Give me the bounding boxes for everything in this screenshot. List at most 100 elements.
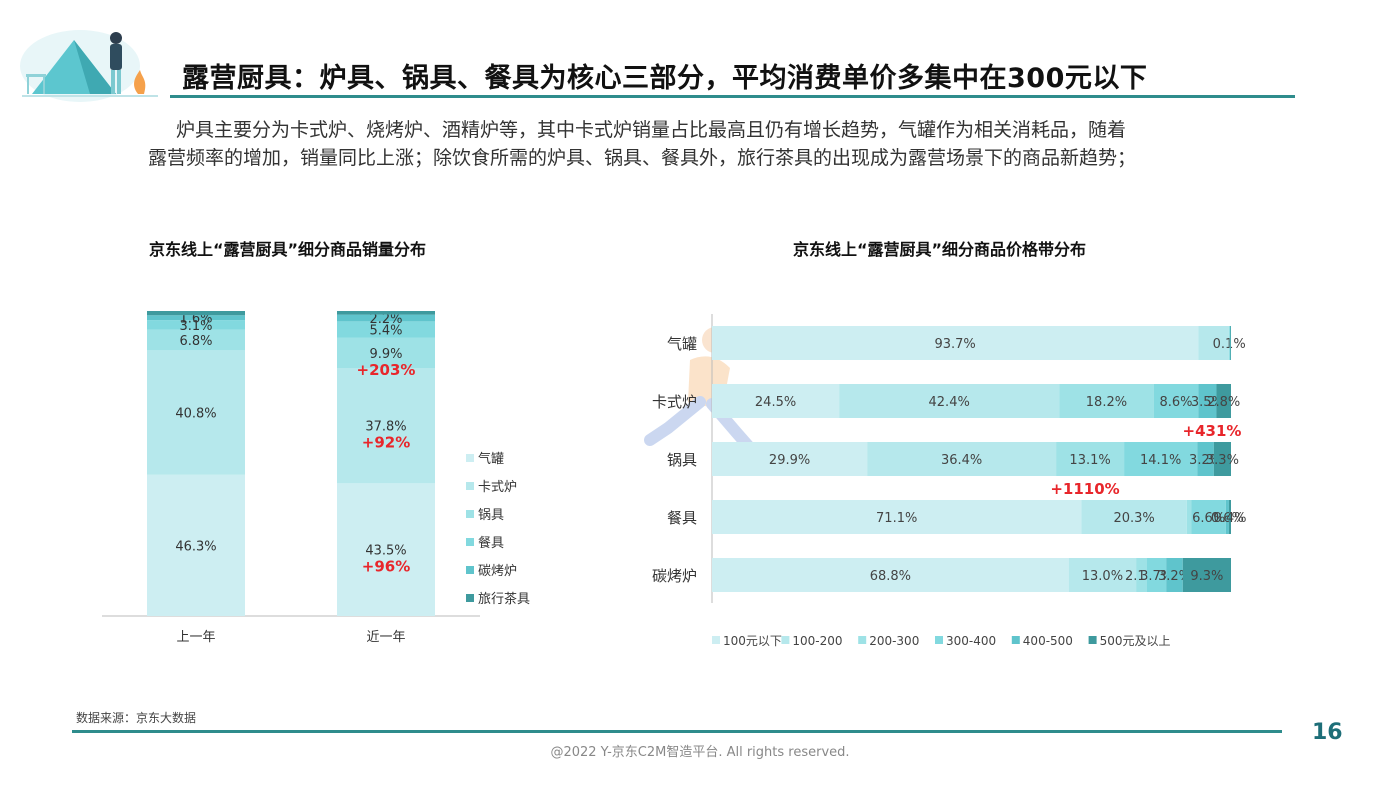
legend-swatch (1088, 636, 1097, 644)
hbar-data-label: 3.5% (1191, 395, 1224, 410)
intro-paragraph-line-2: 露营频率的增加，销量同比上涨；除饮食所需的炉具、锅具、餐具外，旅行茶具的出现成为… (148, 147, 1137, 169)
legend-label: 卡式炉 (478, 480, 517, 495)
camping-illustration (20, 30, 158, 102)
legend-label: 100-200 (792, 634, 842, 648)
legend-swatch (781, 636, 790, 644)
hbar-segment-4-1 (712, 500, 1082, 534)
hbar-segment-5-3 (1136, 558, 1148, 592)
right-chart-title: 京东线上“露营厨具”细分商品价格带分布 (793, 240, 1087, 259)
hbar-segment-2-3 (1059, 384, 1154, 418)
campfire-icon (134, 70, 146, 94)
hbar-data-label: 3.2% (1189, 453, 1222, 468)
legend-label: 气罐 (478, 451, 504, 467)
hbar-segment-1-5 (1229, 326, 1231, 360)
bar-data-label: 5.4% (369, 324, 402, 339)
left-chart: 46.3%40.8%6.8%3.1%1.6%上一年43.5%+96%37.8%+… (102, 311, 530, 645)
left-chart-title: 京东线上“露营厨具”细分商品销量分布 (149, 240, 427, 259)
hbar-segment-2-4 (1153, 384, 1199, 418)
copyright-notice: @2022 Y-京东C2M智造平台. All rights reserved. (550, 745, 850, 760)
bar-segment-1-5 (147, 315, 245, 321)
camper-leg-icon (117, 70, 121, 94)
bar-segment-2-3 (337, 337, 435, 369)
legend-label: 100元以下 (723, 634, 782, 648)
hbar-data-label: 42.4% (929, 395, 970, 410)
bar-segment-2-4 (337, 321, 435, 338)
hbar-segment-3-4 (1124, 442, 1198, 476)
hbar-segment-3-1 (712, 442, 868, 476)
bar-segment-2-1 (337, 483, 435, 616)
intro-paragraph: 炉具主要分为卡式炉、烧烤炉、酒精炉等，其中卡式炉销量占比最高且仍有增长趋势，气罐… (148, 116, 1323, 172)
right-y-tick-label: 餐具 (667, 509, 697, 527)
legend-swatch (466, 594, 474, 602)
runner-leg (644, 396, 706, 446)
hbar-data-label: 68.8% (870, 569, 911, 584)
left-x-tick-label: 上一年 (176, 630, 215, 645)
hbar-data-label: 14.1% (1140, 453, 1181, 468)
hbar-segment-2-2 (839, 384, 1060, 418)
tent-shade (74, 40, 116, 94)
legend-label: 500元及以上 (1100, 634, 1171, 648)
camper-body-icon (110, 44, 122, 70)
camper-leg-icon (111, 70, 115, 94)
legend-label: 餐具 (478, 535, 504, 551)
camper-head-icon (110, 32, 122, 44)
charts-canvas: 46.3%40.8%6.8%3.1%1.6%上一年43.5%+96%37.8%+… (102, 311, 1246, 648)
page-title: 露营厨具：炉具、锅具、餐具为核心三部分，平均消费单价多集中在300元以下 (182, 63, 1148, 94)
intro-paragraph-line-1: 炉具主要分为卡式炉、烧烤炉、酒精炉等，其中卡式炉销量占比最高且仍有增长趋势，气罐… (176, 119, 1127, 141)
hbar-data-label: 9.3% (1190, 569, 1223, 584)
hbar-segment-5-1 (712, 558, 1069, 592)
bar-segment-1-6 (147, 311, 245, 316)
legend-swatch (466, 566, 474, 574)
hbar-data-label: 2.8% (1207, 395, 1240, 410)
bar-segment-1-2 (147, 350, 245, 475)
legend-swatch (858, 636, 867, 644)
hbar-data-label: 29.9% (769, 453, 810, 468)
hbar-segment-4-6 (1228, 500, 1231, 534)
hbar-segment-2-5 (1198, 384, 1217, 418)
hbar-data-label: 3.3% (1206, 453, 1239, 468)
hbar-data-label: 0.6% (1211, 511, 1244, 526)
hbar-data-label: 6.6% (1192, 511, 1225, 526)
footer-divider (72, 730, 1282, 733)
page-number: 16 (1312, 720, 1343, 745)
legend-swatch (466, 454, 474, 462)
hbar-segment-3-5 (1197, 442, 1214, 476)
legend-swatch (466, 482, 474, 490)
legend-label: 锅具 (478, 507, 504, 523)
growth-annotation: +96% (362, 558, 410, 576)
legend-swatch (935, 636, 943, 644)
hbar-data-label: 20.3% (1113, 511, 1154, 526)
bar-segment-2-2 (337, 368, 435, 484)
legend-swatch (466, 538, 474, 546)
legend-label: 碳烤炉 (478, 564, 517, 579)
hbar-data-label: 0.4% (1213, 511, 1246, 526)
bar-data-label: 46.3% (175, 539, 216, 554)
legend-label: 400-500 (1023, 634, 1073, 648)
hbar-data-label: 13.0% (1082, 569, 1123, 584)
hbar-segment-2-6 (1216, 384, 1231, 418)
hbar-data-label: 18.2% (1086, 395, 1127, 410)
hbar-data-label: 24.5% (755, 395, 796, 410)
growth-annotation: +1110% (1050, 480, 1119, 498)
hbar-segment-3-3 (1056, 442, 1125, 476)
hbar-segment-5-4 (1147, 558, 1167, 592)
bar-data-label: 1.6% (179, 312, 212, 327)
hbar-segment-4-5 (1225, 500, 1229, 534)
bar-data-label: 43.5% (365, 544, 406, 559)
hbar-data-label: 3.2% (1158, 569, 1191, 584)
bar-data-label: 40.8% (175, 407, 216, 422)
legend-label: 200-300 (869, 634, 919, 648)
hbar-data-label: 0.1% (1213, 337, 1246, 352)
hbar-segment-5-5 (1166, 558, 1183, 592)
bar-segment-1-1 (147, 474, 245, 616)
hbar-data-label: 36.4% (941, 453, 982, 468)
bar-data-label: 6.8% (179, 334, 212, 349)
right-y-tick-label: 卡式炉 (652, 393, 697, 411)
camp-table-icon (26, 74, 46, 77)
hbar-segment-2-1 (712, 384, 840, 418)
hbar-segment-4-4 (1191, 500, 1226, 534)
hbar-segment-4-2 (1081, 500, 1187, 534)
bar-data-label: 2.2% (369, 312, 402, 327)
right-chart: 93.7% 0.1% 气罐 24.5% 42.4% 18.2% 8.6%3.5%2.8% 卡式… (652, 314, 1246, 648)
hbar-segment-3-2 (867, 442, 1057, 476)
